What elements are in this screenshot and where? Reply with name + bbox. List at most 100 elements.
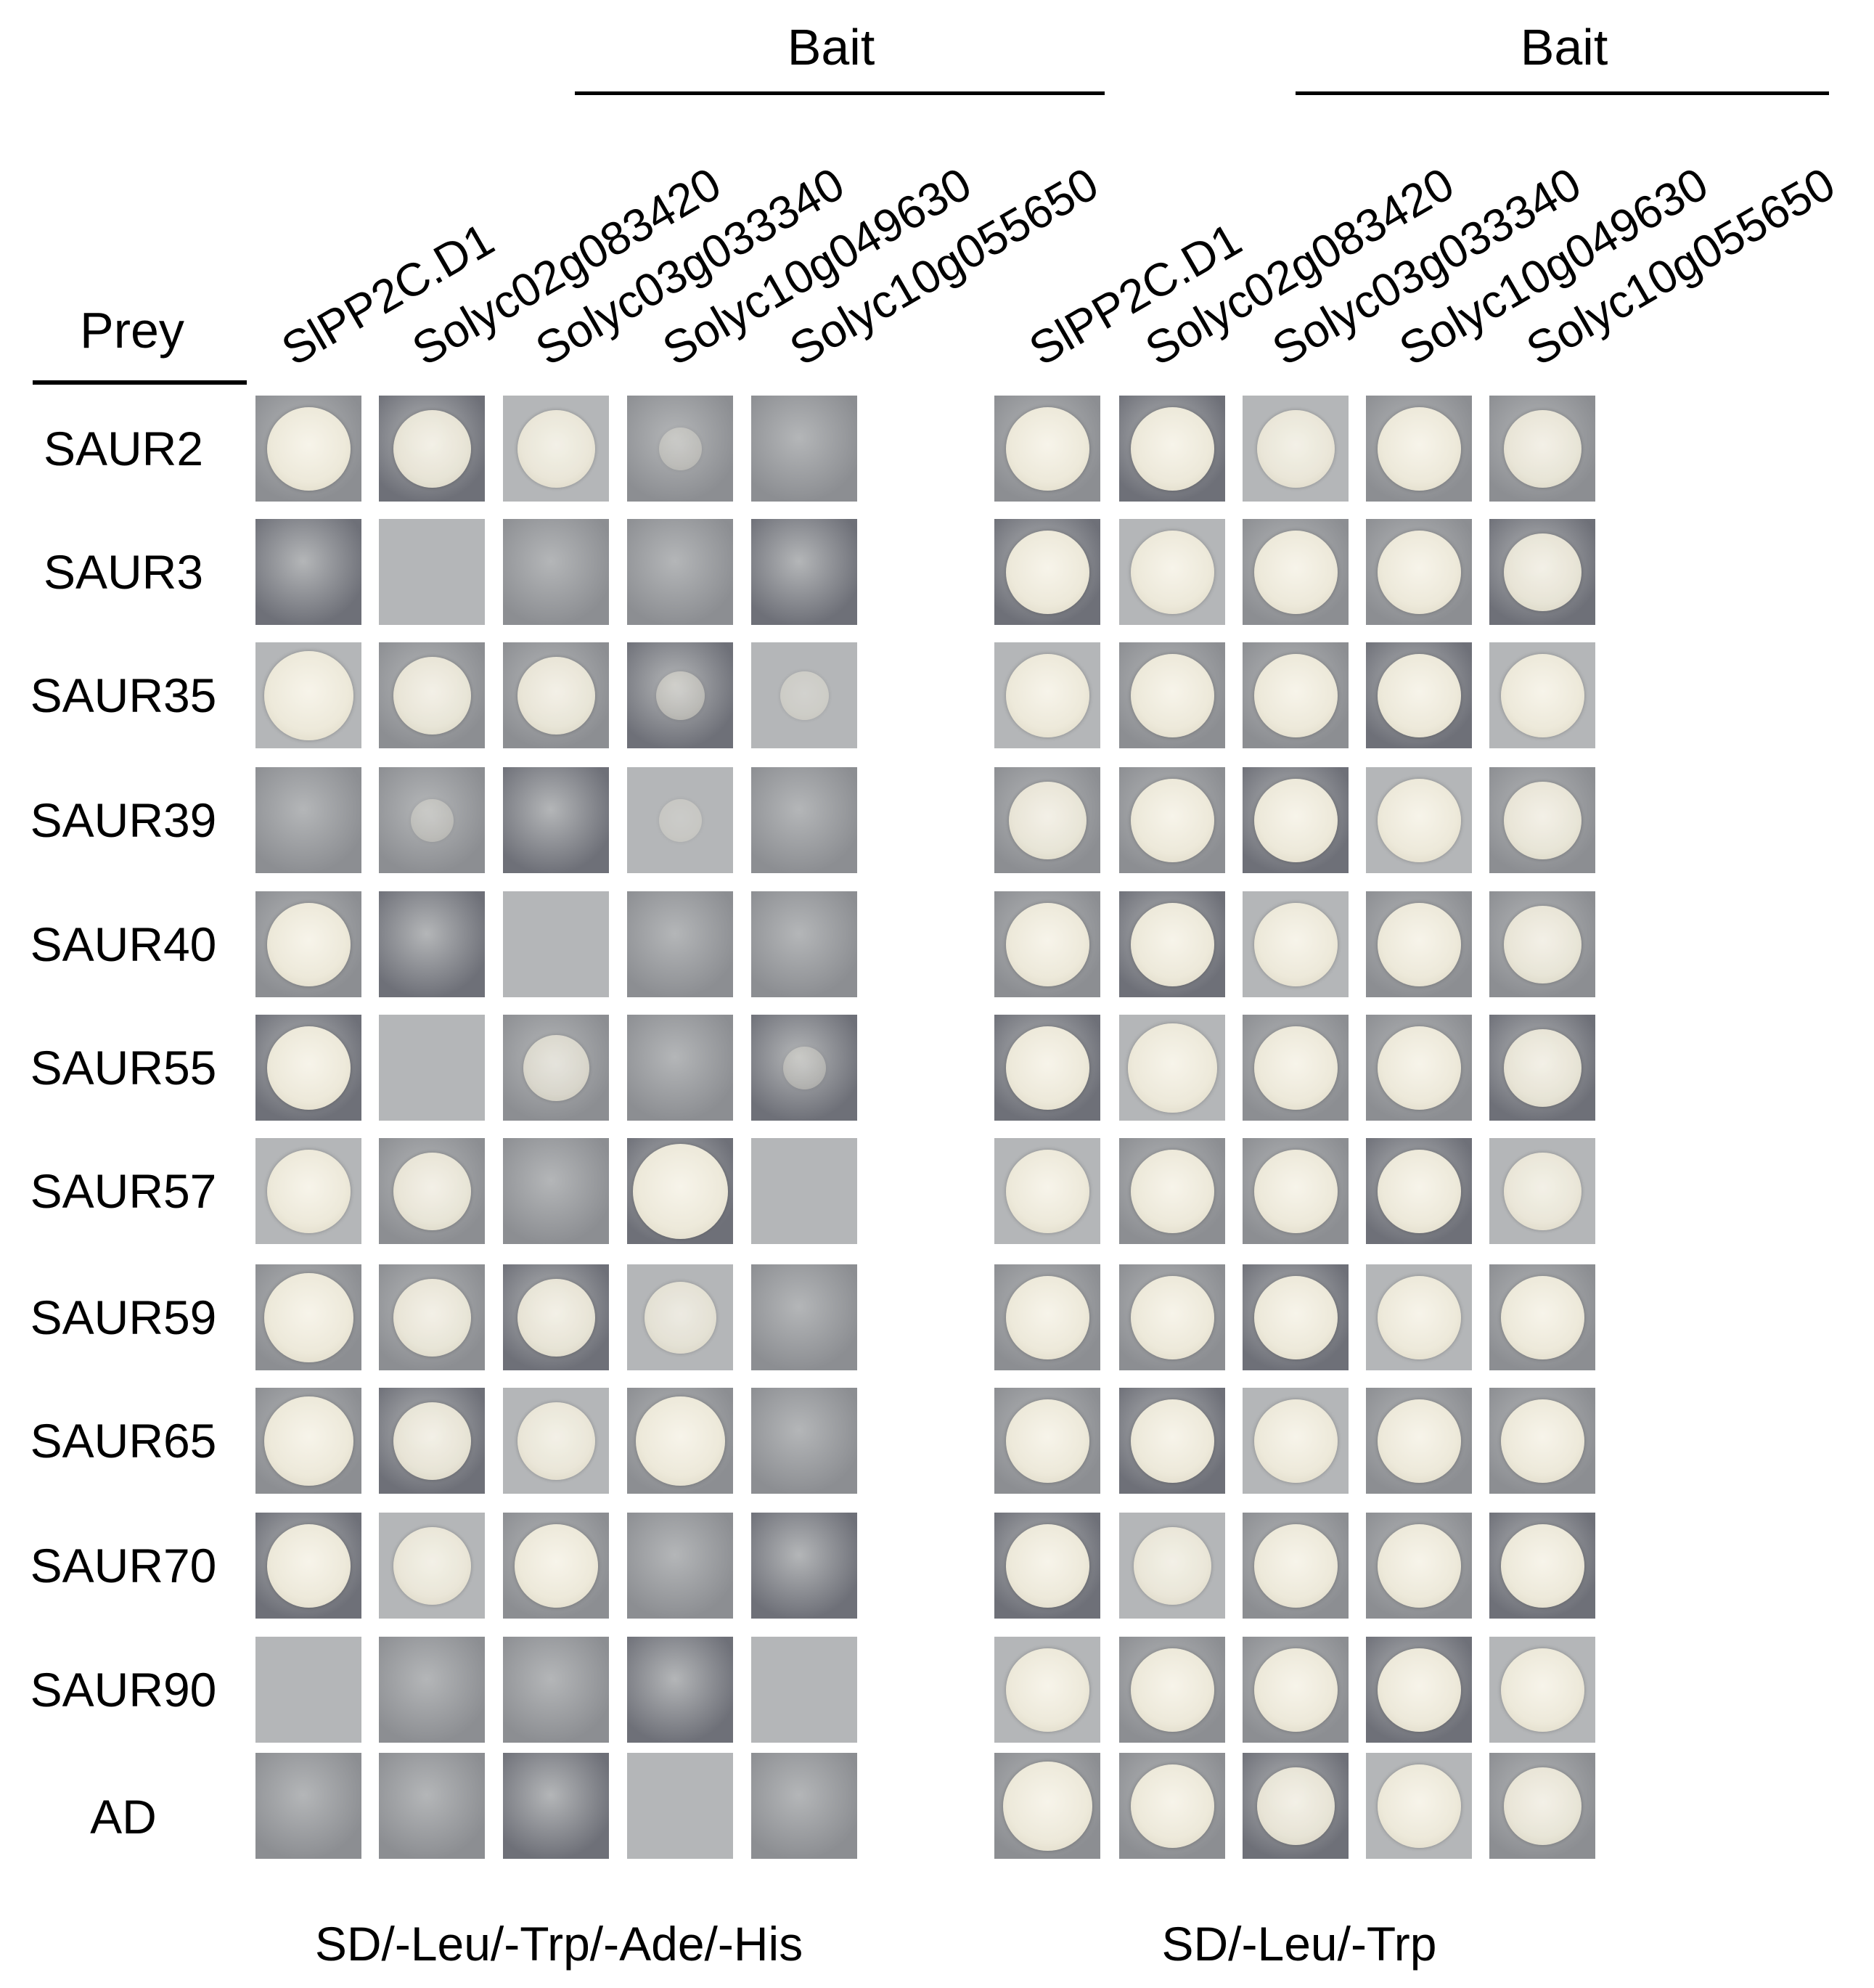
colony-cell <box>1243 1264 1349 1370</box>
colony-cell <box>627 519 733 625</box>
colony-spot <box>659 799 702 842</box>
colony-cell <box>1119 519 1225 625</box>
colony-spot <box>1504 1767 1582 1845</box>
colony-spot <box>1131 531 1214 614</box>
colony-spot <box>393 657 471 735</box>
colony-spot <box>1378 654 1461 737</box>
colony-spot <box>1501 654 1584 737</box>
colony-cell <box>255 642 361 748</box>
colony-cell <box>503 1015 609 1121</box>
colony-spot <box>1504 782 1582 859</box>
colony-spot <box>1504 533 1582 611</box>
colony-spot <box>1131 903 1214 986</box>
colony-spot <box>517 657 595 735</box>
colony-cell <box>751 1264 857 1370</box>
row-label: SAUR35 <box>30 668 217 722</box>
colony-cell <box>379 891 485 997</box>
colony-cell <box>503 891 609 997</box>
row-label: SAUR39 <box>30 793 217 847</box>
colony-spot <box>1378 407 1461 491</box>
colony-cell <box>1489 1513 1595 1619</box>
colony-cell <box>751 396 857 502</box>
colony-spot <box>1378 1648 1461 1732</box>
colony-cell <box>1366 519 1472 625</box>
colony-cell <box>255 1513 361 1619</box>
colony-spot <box>393 1153 471 1230</box>
colony-cell <box>255 519 361 625</box>
colony-spot <box>1009 782 1087 859</box>
colony-spot <box>393 1402 471 1480</box>
colony-cell <box>994 1753 1100 1859</box>
colony-cell <box>1366 642 1472 748</box>
colony-cell <box>1243 519 1349 625</box>
colony-spot <box>267 1524 351 1608</box>
colony-cell <box>503 1388 609 1494</box>
colony-spot <box>1006 1648 1089 1732</box>
colony-cell <box>627 1264 733 1370</box>
bait-label-left: Bait <box>787 19 875 75</box>
colony-spot <box>393 410 471 488</box>
colony-cell <box>503 1264 609 1370</box>
colony-spot <box>1131 1399 1214 1483</box>
colony-cell <box>255 1753 361 1859</box>
colony-spot <box>636 1396 725 1486</box>
colony-cell <box>1366 1264 1472 1370</box>
colony-spot <box>1254 903 1338 986</box>
colony-spot <box>1257 1767 1335 1845</box>
colony-cell <box>379 519 485 625</box>
colony-cell <box>1489 1138 1595 1244</box>
colony-cell <box>379 767 485 873</box>
colony-cell <box>627 1753 733 1859</box>
colony-cell <box>379 1264 485 1370</box>
colony-cell <box>994 519 1100 625</box>
colony-cell <box>994 1264 1100 1370</box>
colony-cell <box>751 519 857 625</box>
colony-cell <box>994 891 1100 997</box>
colony-spot <box>1131 1648 1214 1732</box>
colony-cell <box>379 1753 485 1859</box>
colony-cell <box>1243 1513 1349 1619</box>
colony-cell <box>1119 891 1225 997</box>
colony-spot <box>1006 407 1089 491</box>
colony-cell <box>1119 1138 1225 1244</box>
colony-cell <box>751 1753 857 1859</box>
colony-spot <box>1257 410 1335 488</box>
colony-cell <box>994 1388 1100 1494</box>
colony-cell <box>503 1753 609 1859</box>
colony-cell <box>1119 642 1225 748</box>
colony-cell <box>627 1388 733 1494</box>
colony-cell <box>1243 1015 1349 1121</box>
colony-spot <box>1504 410 1582 488</box>
colony-cell <box>1366 1015 1472 1121</box>
colony-cell <box>255 1015 361 1121</box>
colony-cell <box>1119 1637 1225 1743</box>
colony-spot <box>1254 531 1338 614</box>
colony-cell <box>1489 519 1595 625</box>
colony-cell <box>1243 1637 1349 1743</box>
colony-cell <box>627 1637 733 1743</box>
colony-cell <box>1489 396 1595 502</box>
colony-spot <box>1006 903 1089 986</box>
colony-cell <box>1119 1015 1225 1121</box>
colony-cell <box>255 1637 361 1743</box>
colony-spot <box>1006 1524 1089 1608</box>
colony-cell <box>1366 1513 1472 1619</box>
colony-cell <box>1243 1138 1349 1244</box>
colony-spot <box>780 671 829 720</box>
colony-cell <box>1489 891 1595 997</box>
colony-cell <box>751 642 857 748</box>
colony-spot <box>656 671 705 720</box>
colony-cell <box>503 519 609 625</box>
colony-cell <box>994 642 1100 748</box>
colony-cell <box>1243 1388 1349 1494</box>
colony-cell <box>1119 1388 1225 1494</box>
colony-spot <box>659 428 702 470</box>
colony-cell <box>994 767 1100 873</box>
colony-cell <box>627 767 733 873</box>
colony-cell <box>1119 1264 1225 1370</box>
colony-cell <box>751 1388 857 1494</box>
colony-cell <box>503 1138 609 1244</box>
colony-cell <box>1489 642 1595 748</box>
colony-spot <box>267 1026 351 1110</box>
colony-spot <box>267 407 351 491</box>
